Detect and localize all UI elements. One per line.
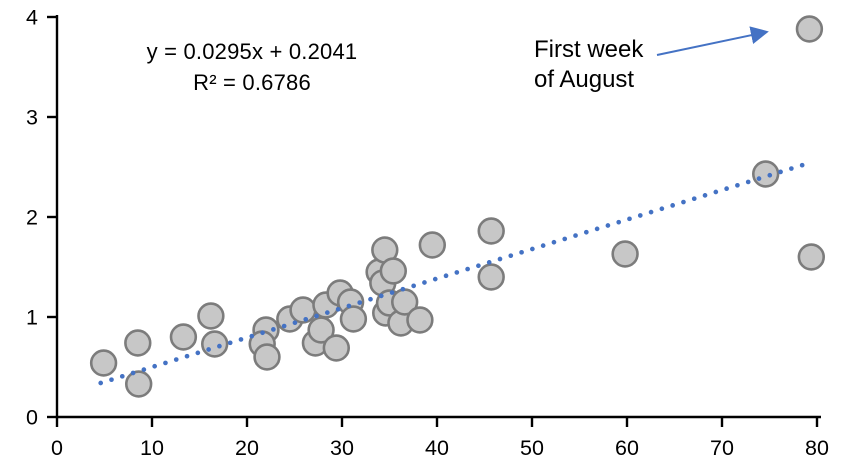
data-point (477, 217, 505, 245)
y-tick-label: 4 (26, 6, 38, 30)
data-point (322, 334, 350, 362)
annotation-line-1: First week (534, 36, 644, 63)
x-tick-label: 10 (140, 436, 164, 460)
data-point (289, 296, 317, 324)
data-point (201, 330, 229, 358)
x-tick-label: 30 (330, 436, 354, 460)
data-point (795, 15, 824, 43)
data-point (124, 370, 153, 398)
x-tick-label: 40 (425, 436, 449, 460)
x-tick-label: 70 (710, 436, 734, 460)
data-point (379, 257, 407, 285)
data-point (751, 160, 780, 188)
y-tick-label: 1 (26, 306, 38, 330)
data-point (797, 243, 825, 271)
data-point (611, 240, 639, 268)
x-tick-label: 80 (805, 436, 829, 460)
trendline-equation-text: y = 0.0295x + 0.2041 (146, 39, 358, 64)
y-tick-label: 2 (26, 206, 38, 230)
data-point (124, 329, 152, 357)
x-tick-label: 0 (51, 436, 63, 460)
annotation-line-2: of August (534, 66, 635, 93)
data-point (253, 343, 281, 371)
x-tick-label: 20 (235, 436, 259, 460)
data-point (169, 323, 198, 351)
x-tick-label: 60 (615, 436, 639, 460)
data-point (406, 306, 434, 334)
x-tick-label: 50 (520, 436, 544, 460)
trendline (98, 161, 810, 386)
annotation-label: First week of August (534, 35, 643, 95)
y-tick-label: 0 (26, 406, 38, 430)
data-point (89, 349, 118, 377)
r-squared-text: R² = 0.6786 (193, 70, 311, 95)
data-point (339, 305, 368, 333)
data-point (418, 231, 446, 259)
trendline-equation-block: y = 0.0295x + 0.2041 R² = 0.6786 (140, 36, 364, 98)
y-tick-label: 3 (26, 106, 38, 130)
annotation-arrow (656, 26, 769, 56)
data-point (197, 302, 225, 330)
data-point (477, 263, 505, 291)
